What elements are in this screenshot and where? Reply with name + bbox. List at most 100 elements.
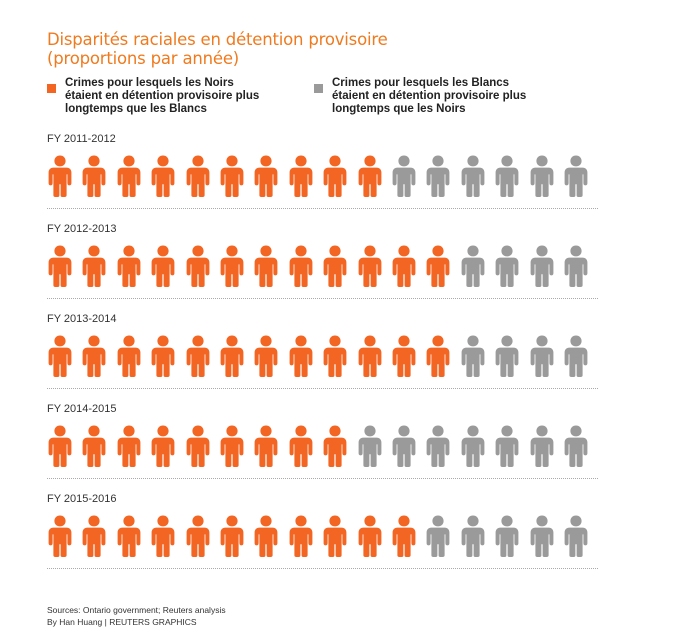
person-icon-black-longer <box>48 245 72 287</box>
person-icon-black-longer <box>392 245 416 287</box>
person-icon-white-longer <box>564 335 588 377</box>
person-icon-white-longer <box>564 425 588 467</box>
person-icon-black-longer <box>220 335 244 377</box>
person-icon-black-longer <box>323 425 347 467</box>
person-icon-black-longer <box>48 155 72 197</box>
person-icon-black-longer <box>426 245 450 287</box>
person-icon-black-longer <box>186 245 209 287</box>
person-icon-black-longer <box>220 245 244 287</box>
row-divider <box>47 478 598 479</box>
legend-swatch-gray <box>314 84 323 93</box>
person-icon-black-longer <box>220 425 244 467</box>
person-icon-white-longer <box>392 425 416 467</box>
person-icon-black-longer <box>82 245 106 287</box>
person-icon-black-longer <box>254 515 278 557</box>
person-icon-white-longer <box>461 425 485 467</box>
icon-row-2011-2012 <box>48 155 592 201</box>
year-label-2015-2016: FY 2015-2016 <box>47 493 117 505</box>
icon-row-2013-2014 <box>48 335 592 381</box>
person-icon-white-longer <box>495 515 519 557</box>
person-icon-black-longer <box>289 155 313 197</box>
person-icon-black-longer <box>392 335 416 377</box>
year-label-2013-2014: FY 2013-2014 <box>47 313 117 325</box>
icon-row-2014-2015 <box>48 425 592 471</box>
person-icon-black-longer <box>392 515 416 557</box>
person-icon-black-longer <box>289 245 313 287</box>
person-icon-black-longer <box>151 425 175 467</box>
person-icon-black-longer <box>289 425 313 467</box>
person-icon-white-longer <box>426 515 450 557</box>
person-icon-black-longer <box>254 425 278 467</box>
row-divider <box>47 208 598 209</box>
person-icon-black-longer <box>151 515 175 557</box>
person-icon-black-longer <box>82 515 106 557</box>
icon-row-2012-2013 <box>48 245 592 291</box>
person-icon-black-longer <box>186 425 209 467</box>
person-icon-black-longer <box>186 335 209 377</box>
chart-title-line1: Disparités raciales en détention proviso… <box>47 30 388 49</box>
person-icon-black-longer <box>117 335 141 377</box>
person-icon-white-longer <box>461 155 485 197</box>
person-icon-white-longer <box>495 155 519 197</box>
person-icon-black-longer <box>48 515 72 557</box>
legend-swatch-orange <box>47 84 56 93</box>
person-icon-white-longer <box>461 245 485 287</box>
person-icon-black-longer <box>117 515 141 557</box>
person-icon-black-longer <box>82 335 106 377</box>
credit-line: By Han Huang | REUTERS GRAPHICS <box>47 617 197 627</box>
legend-item-white-longer: Crimes pour lesquels les Blancs étaient … <box>314 77 532 116</box>
person-icon-black-longer <box>151 155 175 197</box>
source-note: Sources: Ontario government; Reuters ana… <box>47 604 226 628</box>
person-icon-black-longer <box>289 515 313 557</box>
person-icon-white-longer <box>495 425 519 467</box>
row-divider <box>47 568 598 569</box>
person-icon-black-longer <box>151 245 175 287</box>
person-icon-white-longer <box>426 425 450 467</box>
chart-title: Disparités raciales en détention proviso… <box>47 30 388 68</box>
person-icon-white-longer <box>530 515 553 557</box>
year-label-2011-2012: FY 2011-2012 <box>47 133 116 145</box>
person-icon-white-longer <box>564 245 588 287</box>
person-icon-black-longer <box>48 425 72 467</box>
person-icon-white-longer <box>392 155 416 197</box>
person-icon-black-longer <box>151 335 175 377</box>
year-label-2014-2015: FY 2014-2015 <box>47 403 117 415</box>
person-icon-black-longer <box>82 155 106 197</box>
chart-title-line2: (proportions par année) <box>47 49 240 68</box>
row-divider <box>47 388 598 389</box>
person-icon-white-longer <box>495 335 519 377</box>
person-icon-black-longer <box>323 515 347 557</box>
person-icon-black-longer <box>48 335 72 377</box>
person-icon-black-longer <box>220 155 244 197</box>
legend-item-black-longer: Crimes pour lesquels les Noirs étaient e… <box>47 77 265 116</box>
person-icon-black-longer <box>186 155 209 197</box>
person-icon-black-longer <box>289 335 313 377</box>
person-icon-white-longer <box>530 245 553 287</box>
person-icon-black-longer <box>323 245 347 287</box>
source-line: Sources: Ontario government; Reuters ana… <box>47 605 226 615</box>
icon-row-2015-2016 <box>48 515 592 561</box>
person-icon-white-longer <box>461 335 485 377</box>
person-icon-white-longer <box>530 425 553 467</box>
legend-label-black-longer: Crimes pour lesquels les Noirs étaient e… <box>65 77 260 115</box>
person-icon-white-longer <box>426 155 450 197</box>
person-icon-black-longer <box>426 335 450 377</box>
person-icon-black-longer <box>186 515 209 557</box>
person-icon-black-longer <box>358 335 381 377</box>
year-label-2012-2013: FY 2012-2013 <box>47 223 117 235</box>
person-icon-white-longer <box>564 155 588 197</box>
person-icon-black-longer <box>358 245 381 287</box>
person-icon-black-longer <box>358 155 381 197</box>
person-icon-white-longer <box>564 515 588 557</box>
person-icon-black-longer <box>254 245 278 287</box>
legend-label-white-longer: Crimes pour lesquels les Blancs étaient … <box>332 77 527 115</box>
person-icon-black-longer <box>117 425 141 467</box>
person-icon-black-longer <box>323 335 347 377</box>
person-icon-white-longer <box>358 425 381 467</box>
person-icon-black-longer <box>358 515 381 557</box>
row-divider <box>47 298 598 299</box>
person-icon-black-longer <box>323 155 347 197</box>
person-icon-black-longer <box>254 155 278 197</box>
person-icon-black-longer <box>82 425 106 467</box>
person-icon-white-longer <box>495 245 519 287</box>
